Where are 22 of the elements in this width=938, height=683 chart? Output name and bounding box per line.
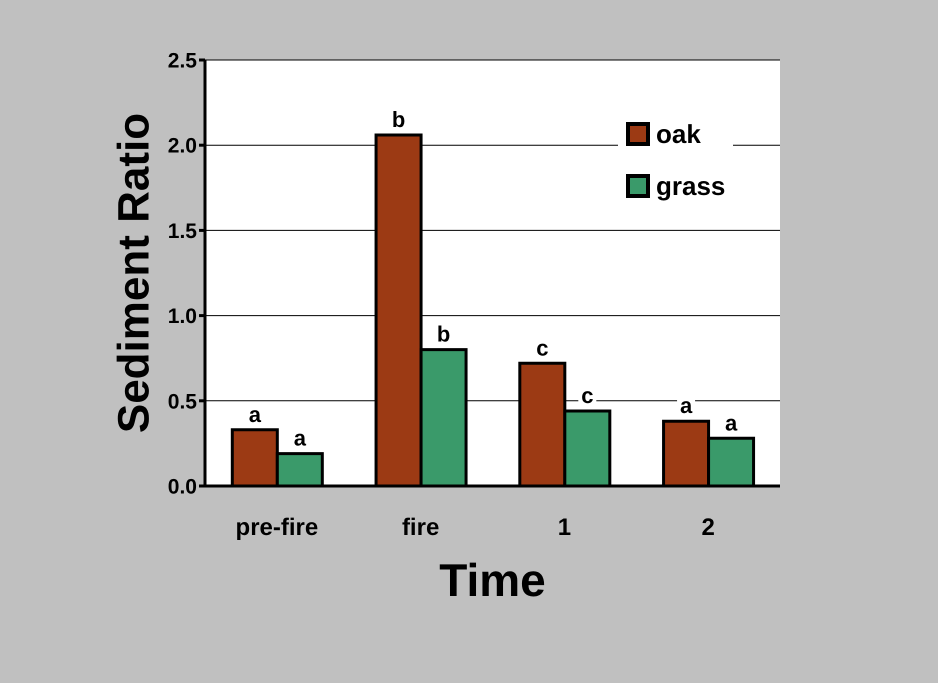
y-tick-label: 2.5 bbox=[168, 49, 198, 72]
y-tick-label: 1.5 bbox=[168, 220, 198, 243]
y-tick-label: 0.0 bbox=[168, 475, 197, 498]
x-tick-label: 1 bbox=[558, 514, 572, 542]
data-label: b bbox=[392, 106, 406, 132]
legend-label: oak bbox=[656, 118, 701, 150]
x-tick-label: fire bbox=[402, 514, 440, 542]
data-label: a bbox=[294, 426, 307, 451]
y-axis-title: Sediment Ratio bbox=[110, 112, 159, 434]
x-axis-title: Time bbox=[439, 554, 546, 606]
data-label: a bbox=[724, 410, 738, 436]
data-label: c bbox=[581, 383, 594, 408]
legend-label: grass bbox=[656, 170, 726, 202]
y-tick-label: 1.0 bbox=[168, 305, 197, 328]
data-label: b bbox=[436, 322, 450, 347]
data-label: a bbox=[248, 402, 262, 427]
y-tick-label: 2.0 bbox=[168, 134, 197, 158]
x-tick-label: 2 bbox=[701, 514, 715, 542]
x-tick-label: pre-fire bbox=[236, 514, 318, 542]
data-label: c bbox=[536, 335, 548, 360]
data-label: a bbox=[680, 393, 693, 418]
y-tick-label: 0.5 bbox=[168, 390, 198, 414]
